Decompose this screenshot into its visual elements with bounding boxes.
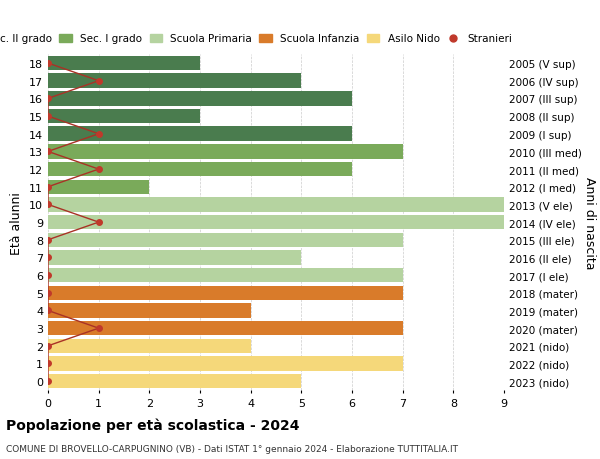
- Point: [43, 254, 53, 262]
- Bar: [48, 233, 403, 247]
- Point: [94, 131, 103, 138]
- Bar: [48, 127, 352, 142]
- Bar: [48, 56, 200, 71]
- Point: [43, 148, 53, 156]
- Bar: [48, 162, 352, 177]
- Bar: [48, 110, 200, 124]
- Bar: [48, 145, 403, 159]
- Point: [43, 360, 53, 367]
- Point: [43, 113, 53, 120]
- Point: [94, 219, 103, 226]
- Y-axis label: Età alunni: Età alunni: [10, 191, 23, 254]
- Y-axis label: Anni di nascita: Anni di nascita: [583, 176, 596, 269]
- Point: [43, 272, 53, 279]
- Bar: [48, 269, 403, 283]
- Text: COMUNE DI BROVELLO-CARPUGNINO (VB) - Dati ISTAT 1° gennaio 2024 - Elaborazione T: COMUNE DI BROVELLO-CARPUGNINO (VB) - Dat…: [6, 444, 458, 453]
- Bar: [48, 339, 251, 353]
- Point: [43, 342, 53, 350]
- Bar: [48, 215, 504, 230]
- Bar: [48, 198, 504, 212]
- Bar: [48, 303, 251, 318]
- Legend: Sec. II grado, Sec. I grado, Scuola Primaria, Scuola Infanzia, Asilo Nido, Stran: Sec. II grado, Sec. I grado, Scuola Prim…: [0, 30, 517, 48]
- Point: [94, 166, 103, 174]
- Point: [43, 60, 53, 67]
- Point: [94, 325, 103, 332]
- Bar: [48, 286, 403, 300]
- Bar: [48, 321, 403, 336]
- Bar: [48, 92, 352, 106]
- Bar: [48, 180, 149, 195]
- Point: [43, 290, 53, 297]
- Point: [43, 184, 53, 191]
- Bar: [48, 251, 301, 265]
- Point: [43, 202, 53, 209]
- Bar: [48, 357, 403, 371]
- Point: [43, 95, 53, 103]
- Point: [94, 78, 103, 85]
- Bar: [48, 74, 301, 89]
- Point: [43, 236, 53, 244]
- Text: Popolazione per età scolastica - 2024: Popolazione per età scolastica - 2024: [6, 418, 299, 432]
- Bar: [48, 374, 301, 389]
- Point: [43, 307, 53, 314]
- Point: [43, 378, 53, 385]
